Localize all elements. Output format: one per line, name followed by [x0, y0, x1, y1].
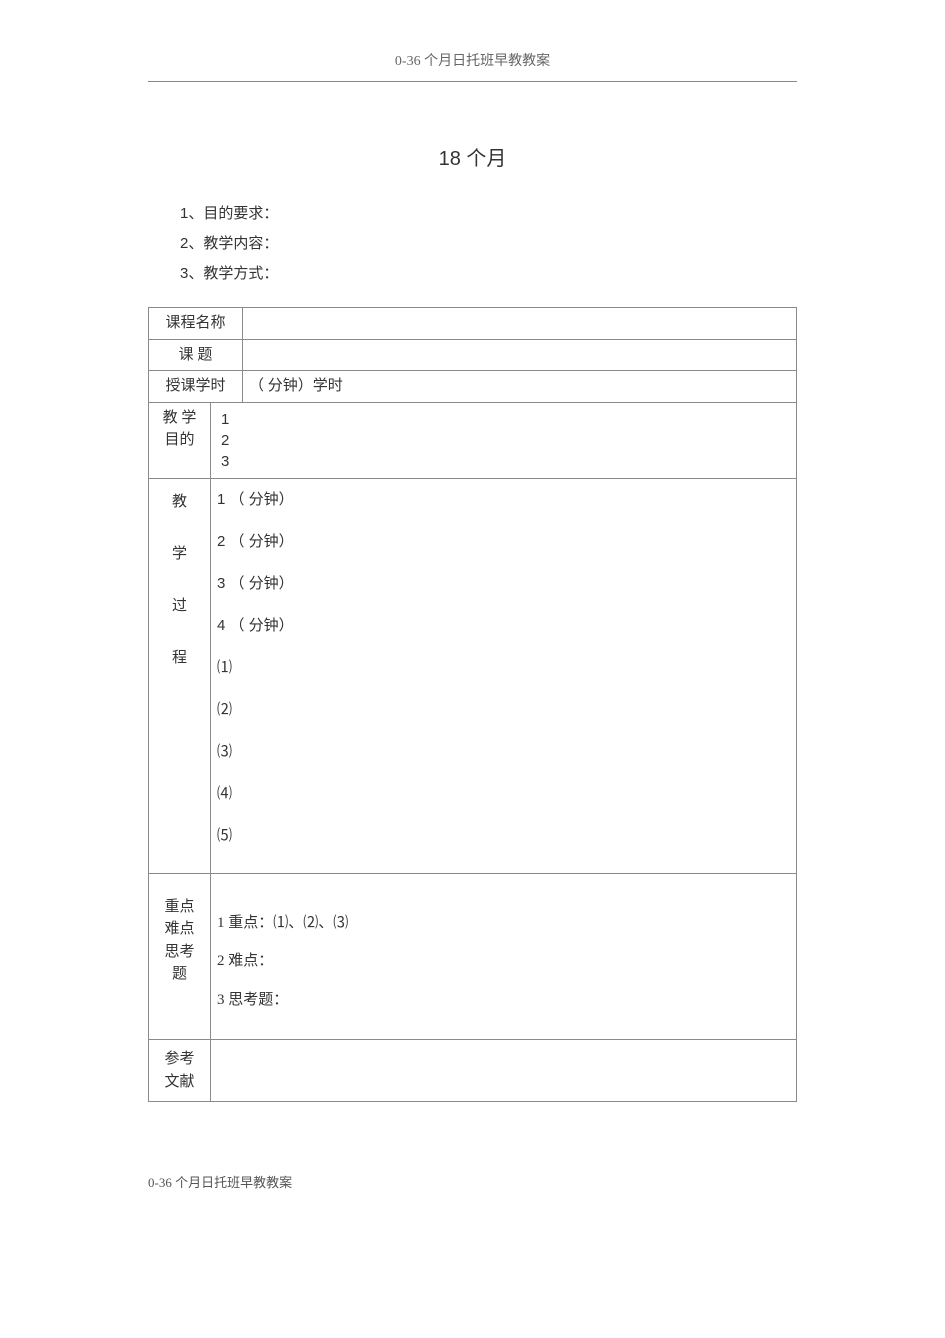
table-row: 重点 难点 思考 题 1 重点：⑴、⑵、⑶ 2 难点： 3 思考题：	[149, 873, 797, 1040]
value-class-hours: （ 分钟）学时	[243, 371, 797, 403]
table-row: 教 学 过 程 1 （ 分钟） 2 （ 分钟） 3 （ 分钟）	[149, 478, 797, 873]
title-text: 个月	[461, 148, 507, 170]
page-title: 18 个月	[148, 142, 797, 171]
label-teaching-goal: 教 学 目的	[149, 402, 211, 478]
page-header: 0-36 个月日托班早教教案	[148, 50, 797, 75]
label-key-points: 重点 难点 思考 题	[149, 873, 211, 1040]
value-key-points: 1 重点：⑴、⑵、⑶ 2 难点： 3 思考题：	[211, 873, 797, 1040]
value-teaching-goal: 1 2 3	[211, 402, 797, 478]
table-row: 参考 文献	[149, 1040, 797, 1102]
label-references: 参考 文献	[149, 1040, 211, 1102]
intro-item: 2、教学内容：	[180, 229, 797, 259]
label-teaching-process: 教 学 过 程	[149, 478, 211, 873]
value-topic	[243, 339, 797, 371]
value-references	[211, 1040, 797, 1102]
label-course-name: 课程名称	[149, 308, 243, 340]
title-number: 18	[439, 148, 461, 170]
page-content: 18 个月 1、目的要求： 2、教学内容： 3、教学方式： 课程名称	[0, 82, 945, 1142]
lesson-plan-table: 课程名称 课 题 授课学时 （ 分钟）学时 教 学 目的 1	[148, 307, 797, 1102]
table-row: 教 学 目的 1 2 3	[149, 402, 797, 478]
table-row: 课 题	[149, 339, 797, 371]
document-page: 0-36 个月日托班早教教案 18 个月 1、目的要求： 2、教学内容： 3、教…	[0, 0, 945, 1338]
value-teaching-process: 1 （ 分钟） 2 （ 分钟） 3 （ 分钟） 4 （ 分钟） ⑴ ⑵ ⑶ ⑷ …	[211, 478, 797, 873]
intro-item: 3、教学方式：	[180, 259, 797, 289]
table-row: 课程名称	[149, 308, 797, 340]
intro-item: 1、目的要求：	[180, 199, 797, 229]
label-class-hours: 授课学时	[149, 371, 243, 403]
intro-list: 1、目的要求： 2、教学内容： 3、教学方式：	[180, 199, 797, 289]
footer-note: 0-36 个月日托班早教教案	[0, 1142, 945, 1191]
table-row: 授课学时 （ 分钟）学时	[149, 371, 797, 403]
label-topic: 课 题	[149, 339, 243, 371]
value-course-name	[243, 308, 797, 340]
